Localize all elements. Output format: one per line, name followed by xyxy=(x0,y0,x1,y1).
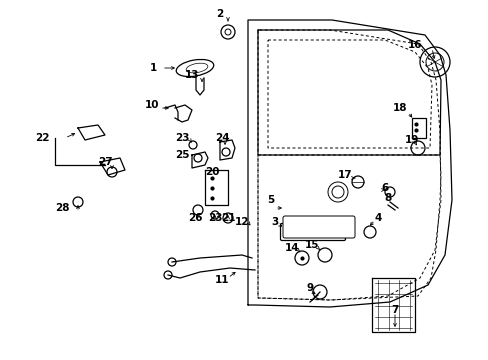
Text: 5: 5 xyxy=(267,195,274,205)
Text: 1: 1 xyxy=(149,63,156,73)
Text: 27: 27 xyxy=(98,157,112,167)
Text: 23: 23 xyxy=(174,133,189,143)
Text: 24: 24 xyxy=(214,133,229,143)
Text: 6: 6 xyxy=(381,183,388,193)
Text: 19: 19 xyxy=(404,135,418,145)
Text: 9: 9 xyxy=(306,283,313,293)
Text: 11: 11 xyxy=(214,275,229,285)
Text: 16: 16 xyxy=(407,40,421,50)
Text: 10: 10 xyxy=(144,100,159,110)
FancyBboxPatch shape xyxy=(283,216,354,238)
Text: 18: 18 xyxy=(392,103,407,113)
Text: 22: 22 xyxy=(35,133,49,143)
Text: 28: 28 xyxy=(55,203,69,213)
Text: 2: 2 xyxy=(216,9,223,19)
Text: 25: 25 xyxy=(174,150,189,160)
Text: 15: 15 xyxy=(304,240,319,250)
Text: 8: 8 xyxy=(384,193,391,203)
Bar xyxy=(411,118,425,138)
Text: 14: 14 xyxy=(284,243,299,253)
Text: 7: 7 xyxy=(390,305,398,315)
Text: 3: 3 xyxy=(271,217,278,227)
Text: 4: 4 xyxy=(373,213,381,223)
Text: 13: 13 xyxy=(184,70,199,80)
Text: 26: 26 xyxy=(187,213,202,223)
Text: 20: 20 xyxy=(204,167,219,177)
Text: 17: 17 xyxy=(337,170,351,180)
Text: 23: 23 xyxy=(207,213,222,223)
Text: 12: 12 xyxy=(234,217,249,227)
Text: 21: 21 xyxy=(220,213,235,223)
FancyBboxPatch shape xyxy=(280,224,345,240)
